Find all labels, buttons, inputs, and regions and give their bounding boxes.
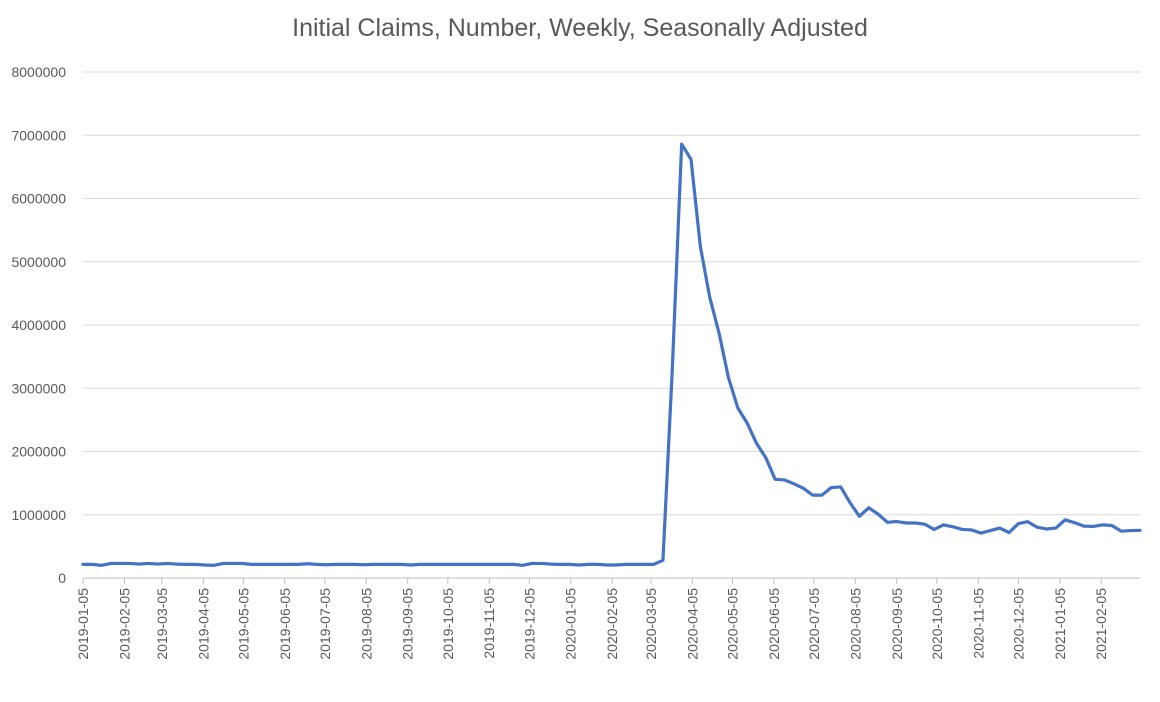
y-tick-label: 2000000: [11, 444, 66, 460]
x-tick-label: 2020-05-05: [724, 588, 740, 660]
x-tick-label: 2020-10-05: [929, 588, 945, 660]
x-tick-label: 2020-03-05: [643, 588, 659, 660]
x-tick-label: 2019-10-05: [440, 588, 456, 660]
series-line: [81, 142, 1142, 567]
y-tick-label: 3000000: [11, 380, 66, 396]
x-tick-label: 2019-07-05: [317, 588, 333, 660]
x-tick-label: 2020-07-05: [806, 588, 822, 660]
x-tick-label: 2020-11-05: [970, 588, 986, 659]
x-tick-label: 2020-09-05: [889, 588, 905, 660]
x-tick-label: 2019-04-05: [195, 588, 211, 660]
x-axis-tick-labels: 2019-01-05 2019-02-05 2019-03-05 2019-04-05…: [75, 588, 1109, 660]
series-layer: [81, 142, 1142, 567]
x-tick-label: 2019-11-05: [481, 588, 497, 659]
x-tick-label: 2019-01-05: [75, 588, 91, 660]
x-tick-label: 2020-04-05: [684, 588, 700, 660]
x-tick-label: 2021-01-05: [1052, 588, 1068, 660]
axes: [82, 577, 1140, 584]
y-tick-label: 5000000: [11, 254, 66, 270]
gridlines: [83, 71, 1140, 516]
x-tick-label: 2021-02-05: [1093, 588, 1109, 660]
y-tick-label: 7000000: [11, 127, 66, 143]
x-tick-label: 2019-06-05: [277, 588, 293, 660]
x-tick-label: 2020-12-05: [1010, 588, 1026, 660]
x-tick-label: 2019-05-05: [235, 588, 251, 660]
y-tick-label: 8000000: [11, 64, 66, 80]
y-axis-tick-labels: 0 1000000 2000000 3000000 4000000 5000000 6000…: [11, 64, 66, 586]
x-tick-label: 2020-01-05: [563, 588, 579, 660]
x-tick-label: 2019-09-05: [400, 588, 416, 660]
x-tick-label: 2019-08-05: [358, 588, 374, 660]
x-tick-label: 2019-02-05: [116, 588, 132, 660]
y-tick-label: 4000000: [11, 317, 66, 333]
y-tick-label: 0: [58, 570, 66, 586]
chart-title: Initial Claims, Number, Weekly, Seasonal…: [292, 14, 868, 42]
y-tick-label: 1000000: [11, 507, 66, 523]
x-tick-label: 2019-03-05: [154, 588, 170, 660]
y-tick-label: 6000000: [11, 191, 66, 207]
x-tick-label: 2019-12-05: [521, 588, 537, 660]
x-tick-label: 2020-02-05: [604, 588, 620, 660]
x-tick-label: 2020-08-05: [847, 588, 863, 660]
x-tick-label: 2020-06-05: [766, 588, 782, 660]
